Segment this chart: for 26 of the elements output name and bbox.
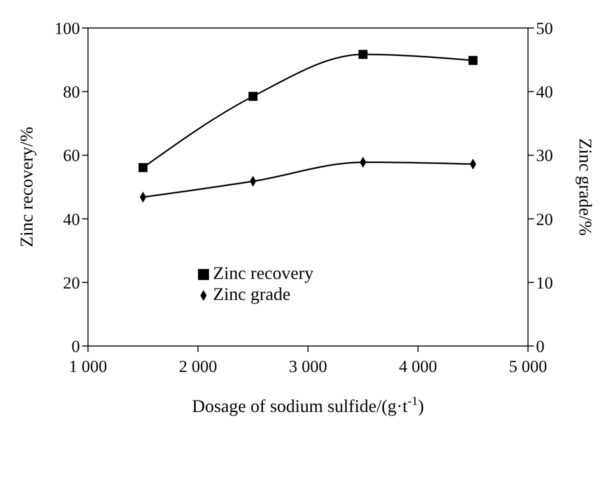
x-tick-label: 4 000 — [398, 357, 438, 376]
y-tick-label: 0 — [72, 337, 80, 356]
y2-tick-label: 10 — [536, 273, 553, 292]
point — [248, 92, 258, 101]
legend-label: Zinc grade — [213, 284, 290, 304]
y2-tick-label: 20 — [536, 210, 553, 229]
legend-label: Zinc recovery — [213, 263, 314, 283]
x-tick-label: 5 000 — [508, 357, 548, 376]
y2-tick-label: 50 — [536, 19, 553, 38]
x-tick-label: 1 000 — [68, 357, 108, 376]
point — [358, 50, 368, 59]
y-tick-label: 20 — [63, 273, 80, 292]
y2-axis-title: Zinc grade/% — [576, 138, 596, 236]
x-tick-label: 2 000 — [178, 357, 218, 376]
y-tick-label: 60 — [63, 146, 80, 166]
y2-tick-label: 0 — [536, 337, 544, 356]
y-tick-label: 40 — [63, 210, 80, 229]
point — [138, 163, 148, 172]
y2-tick-label: 40 — [536, 82, 553, 102]
x-axis-title: Dosage of sodium sulfide/(g·t$^{-1}$) — [192, 394, 424, 416]
point — [468, 56, 478, 65]
x-tick-label: 3 000 — [288, 357, 328, 376]
y-tick-label: 100 — [54, 19, 80, 38]
y2-tick-label: 30 — [536, 146, 553, 166]
y-tick-label: 80 — [63, 82, 80, 102]
y-axis-title: Zinc recovery/% — [16, 126, 36, 248]
